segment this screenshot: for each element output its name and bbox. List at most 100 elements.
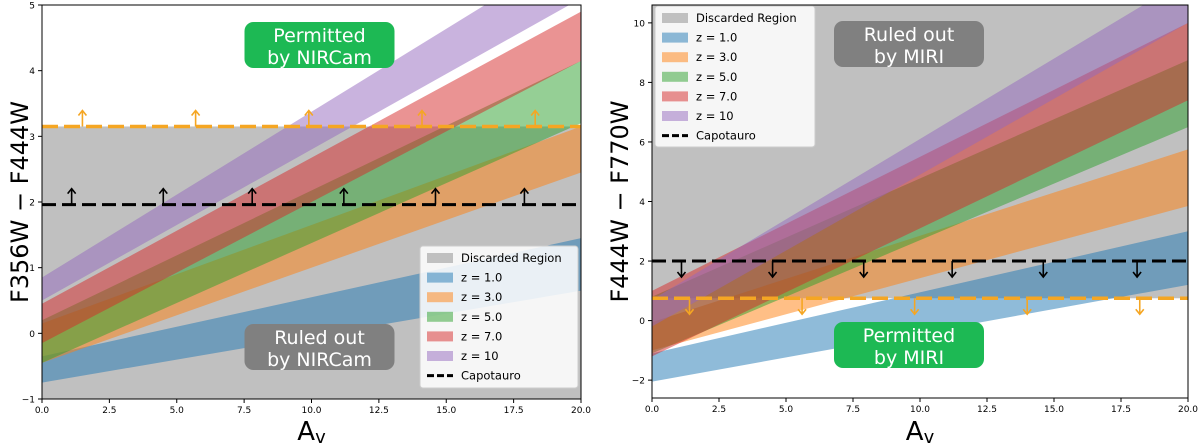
- limit-line-arrow: [190, 109, 201, 127]
- arrow-head: [676, 271, 687, 279]
- x-tick-label: 17.5: [1111, 405, 1131, 415]
- arrow-head: [1038, 271, 1048, 279]
- annotation-top-line2: by MIRI: [874, 46, 944, 68]
- y-tick-label: 8: [639, 79, 645, 89]
- arrow-head: [247, 187, 257, 195]
- arrow-head: [417, 109, 427, 116]
- band-z-1-0: [652, 231, 1188, 382]
- limit-line-arrow: [1135, 298, 1145, 316]
- arrow-head: [519, 187, 530, 195]
- x-tick-label: 17.5: [504, 406, 524, 416]
- x-tick-label: 2.5: [712, 405, 726, 415]
- limit-line-arrow: [1022, 298, 1032, 316]
- annotation-top-line2: by NIRCam: [267, 47, 372, 69]
- capotauro-line-arrow: [1038, 261, 1048, 279]
- legend-swatch: [427, 351, 453, 361]
- arrow-head: [67, 187, 77, 195]
- x-tick-label: 5.0: [170, 406, 185, 416]
- y-tick-label: 2: [29, 199, 35, 209]
- arrow-head: [77, 109, 88, 116]
- legend-swatch: [427, 272, 453, 283]
- annotation-bottom-bg: [244, 324, 395, 370]
- legend: Discarded Region z = 1.0 z = 3.0 z = 5.0 z =…: [419, 245, 579, 389]
- legend-swatch: [662, 91, 688, 102]
- y-tick-label: −1: [22, 396, 35, 406]
- plot-area: [652, 5, 1188, 382]
- capotauro-line-arrow: [339, 187, 349, 205]
- limit-line-arrow: [797, 298, 807, 316]
- x-tick-label: 20.0: [1178, 405, 1198, 415]
- legend-swatch: [662, 52, 688, 63]
- capotauro-line-arrow: [676, 261, 687, 279]
- arrow-head: [339, 187, 349, 195]
- arrow-head: [158, 187, 168, 195]
- y-tick-label: 6: [639, 138, 645, 148]
- x-axis-label: Av: [906, 417, 935, 445]
- legend-swatch: [427, 253, 453, 263]
- legend-label: z = 1.0: [461, 271, 502, 285]
- annotation-top-line1: Permitted: [273, 25, 365, 47]
- capotauro-line-arrow: [519, 187, 530, 205]
- y-tick-label: 4: [639, 198, 645, 208]
- legend: Discarded Region z = 1.0 z = 3.0 z = 5.0 z =…: [654, 5, 816, 148]
- y-axis-label: F356W − F444W: [6, 101, 34, 303]
- y-tick-label: 3: [29, 133, 35, 143]
- arrow-head: [1132, 271, 1142, 279]
- x-tick-label: 10.0: [301, 406, 321, 416]
- legend-swatch: [427, 292, 453, 303]
- x-tick-label: 15.0: [1044, 405, 1064, 415]
- capotauro-line-arrow: [67, 187, 77, 205]
- capotauro-line-arrow: [430, 187, 441, 205]
- annotation-top-bg: [834, 21, 984, 67]
- arrow-head: [1022, 308, 1032, 316]
- legend-swatch: [662, 32, 688, 43]
- annotation-bottom-line2: by MIRI: [874, 347, 944, 369]
- x-tick-label: 7.5: [846, 405, 860, 415]
- legend-swatch: [662, 111, 688, 121]
- legend-label: Capotauro: [461, 369, 521, 383]
- capotauro-line-arrow: [947, 261, 957, 279]
- annotation-bottom-bg: [834, 322, 984, 368]
- limit-line-arrow: [684, 298, 695, 316]
- band-z-7-0: [652, 22, 1188, 357]
- x-tick-label: 10.0: [910, 405, 930, 415]
- x-tick-label: 2.5: [102, 406, 116, 416]
- arrow-head: [859, 271, 869, 279]
- arrow-head: [947, 271, 957, 279]
- y-tick-label: 0: [29, 330, 35, 340]
- band-z-7-0: [42, 11, 581, 344]
- y-tick-label: 2: [639, 258, 645, 268]
- legend-swatch: [427, 331, 453, 342]
- capotauro-line-arrow: [859, 261, 869, 279]
- capotauro-line-arrow: [767, 261, 778, 279]
- x-axis-label: Av: [297, 417, 326, 445]
- x-tick-label: 20.0: [571, 406, 591, 416]
- x-tick-label: 12.5: [977, 405, 997, 415]
- legend-swatch: [427, 311, 453, 322]
- legend-label: z = 1.0: [696, 31, 737, 45]
- x-tick-label: 0.0: [35, 406, 50, 416]
- limit-line-arrow: [417, 109, 427, 127]
- legend-label: z = 7.0: [696, 89, 737, 103]
- annotation-bottom-line2: by NIRCam: [267, 349, 372, 371]
- band-z-10: [652, 5, 1188, 327]
- legend-label: Discarded Region: [696, 11, 797, 25]
- annotation-bottom-line1: Ruled out: [274, 327, 365, 349]
- band-z-3-0: [652, 149, 1188, 351]
- legend-label: Capotauro: [696, 129, 756, 143]
- y-tick-label: 4: [29, 67, 35, 77]
- legend-frame: [419, 245, 579, 389]
- x-tick-label: 15.0: [436, 406, 456, 416]
- y-axis-label: F444W − F770W: [606, 100, 634, 302]
- capotauro-line-arrow: [247, 187, 257, 205]
- limit-line-arrow: [530, 109, 540, 127]
- limit-line-arrow: [910, 298, 920, 316]
- annotation-top-bg: [244, 22, 395, 68]
- capotauro-line-arrow: [1132, 261, 1142, 279]
- plot-area: [42, 5, 581, 399]
